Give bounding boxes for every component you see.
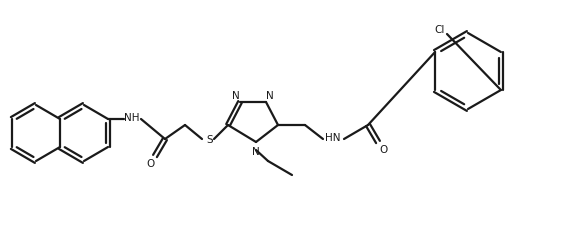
- Text: N: N: [266, 91, 274, 101]
- Text: HN: HN: [325, 132, 341, 142]
- Text: Cl: Cl: [435, 25, 445, 35]
- Text: O: O: [146, 158, 154, 168]
- Text: S: S: [207, 134, 214, 144]
- Text: NH: NH: [124, 113, 139, 122]
- Text: O: O: [380, 144, 388, 154]
- Text: N: N: [252, 146, 260, 156]
- Text: N: N: [232, 91, 240, 101]
